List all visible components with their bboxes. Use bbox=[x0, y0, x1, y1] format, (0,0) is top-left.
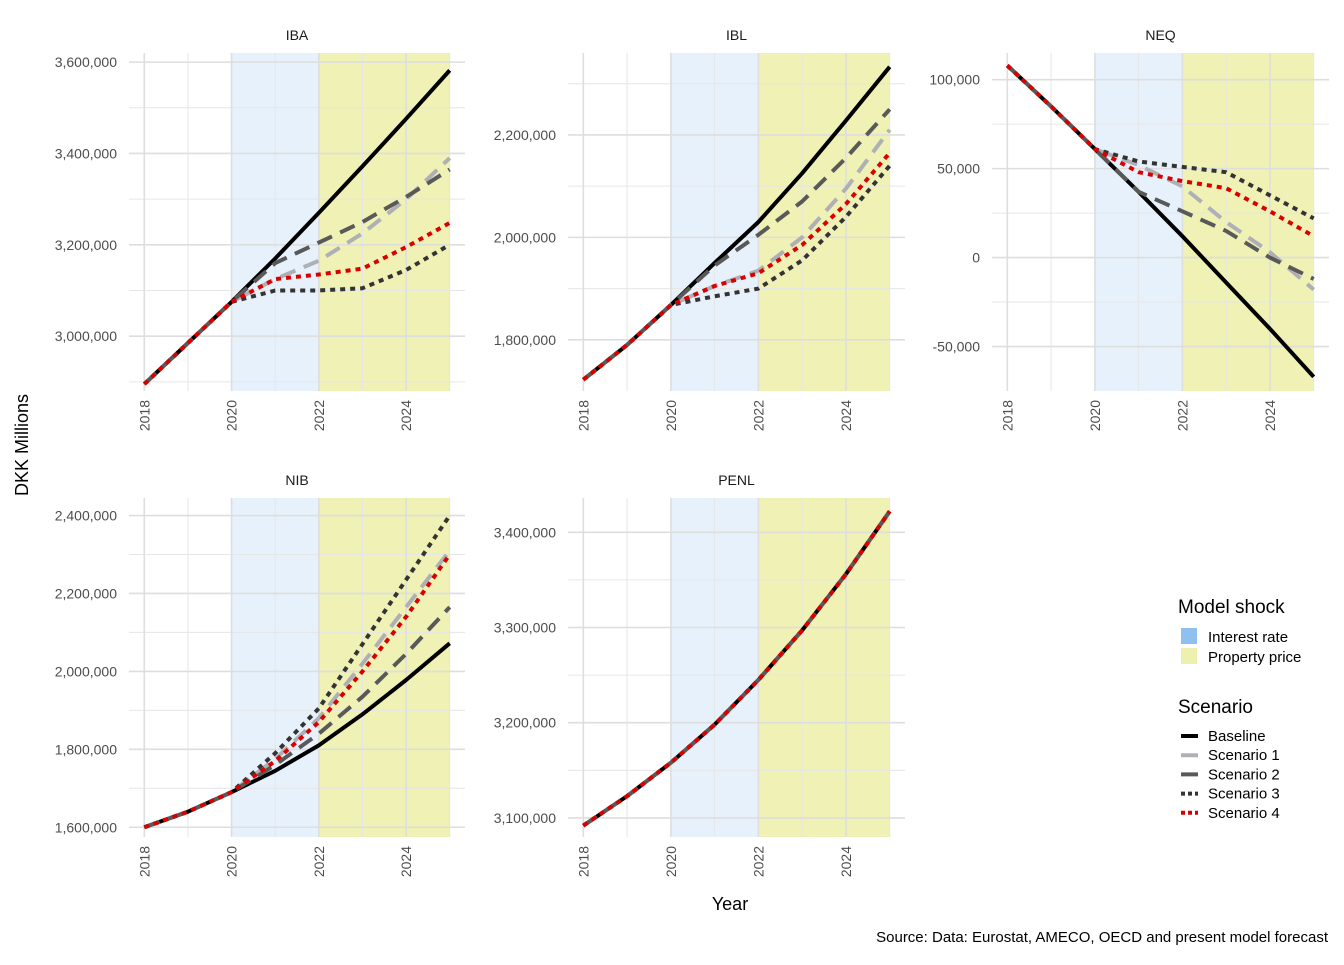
x-axis-title: Year bbox=[712, 894, 748, 914]
source-caption: Source: Data: Eurostat, AMECO, OECD and … bbox=[876, 929, 1329, 946]
shock-band-property-price bbox=[758, 498, 890, 837]
panel-ibl: IBL 1,800,000 2,000,000 2,200,000 2018 2020 20… bbox=[494, 27, 905, 431]
y-tick-label: 2,200,000 bbox=[494, 127, 556, 143]
panel-nib: NIB 1,600,000 1,800,000 2,000,000 2,200,000 2… bbox=[55, 472, 465, 877]
chart-panels: IBA 3,000,000 3,200,000 3,400,000 3,600,000 2… bbox=[55, 27, 1329, 877]
legend-title-scenario: Scenario bbox=[1178, 697, 1253, 718]
legend-label-scenario-4: Scenario 4 bbox=[1208, 805, 1280, 822]
legend-label-scenario-3: Scenario 3 bbox=[1208, 786, 1280, 803]
x-tick-label: 2020 bbox=[663, 846, 679, 877]
y-tick-label: 3,200,000 bbox=[55, 237, 117, 253]
legend-label-interest-rate: Interest rate bbox=[1208, 629, 1288, 646]
legend-title-model-shock: Model shock bbox=[1178, 597, 1285, 618]
x-tick-label: 2020 bbox=[224, 846, 240, 877]
panel-title-iba: IBA bbox=[286, 27, 309, 43]
x-tick-label: 2024 bbox=[838, 846, 854, 877]
series-line-scenario-4 bbox=[582, 151, 892, 382]
y-tick-label: 1,800,000 bbox=[55, 741, 117, 757]
series-line-scenario-4 bbox=[143, 553, 452, 830]
y-tick-label: 100,000 bbox=[929, 72, 980, 88]
shock-band-property-price bbox=[318, 53, 450, 391]
legend-swatch-interest-rate bbox=[1181, 628, 1197, 644]
panel-title-ibl: IBL bbox=[726, 27, 747, 43]
x-tick-label: 2024 bbox=[398, 400, 414, 431]
legend-scenario-entries: Baseline Scenario 1 Scenario 2 Scenario 3 Sc… bbox=[1181, 728, 1280, 822]
x-tick-label: 2018 bbox=[136, 400, 152, 431]
x-tick-label: 2020 bbox=[224, 400, 240, 431]
legend-label-scenario-2: Scenario 2 bbox=[1208, 766, 1280, 783]
y-tick-label: 1,600,000 bbox=[55, 819, 117, 835]
panel-iba: IBA 3,000,000 3,200,000 3,400,000 3,600,000 2… bbox=[55, 27, 465, 431]
y-tick-label: 2,000,000 bbox=[55, 663, 117, 679]
panel-title-penl: PENL bbox=[718, 472, 755, 488]
legend-label-property-price: Property price bbox=[1208, 649, 1301, 666]
y-tick-label: -50,000 bbox=[933, 339, 981, 355]
series-line-scenario-4 bbox=[582, 510, 892, 828]
x-tick-label: 2022 bbox=[1174, 400, 1190, 431]
y-tick-label: 3,300,000 bbox=[494, 620, 556, 636]
x-tick-label: 2022 bbox=[311, 400, 327, 431]
x-tick-label: 2020 bbox=[663, 400, 679, 431]
x-tick-label: 2022 bbox=[750, 846, 766, 877]
series-line-scenario-3 bbox=[142, 243, 451, 386]
y-axis-title: DKK Millions bbox=[12, 394, 32, 496]
x-tick-label: 2018 bbox=[136, 846, 152, 877]
series-line-scenario-2 bbox=[582, 107, 892, 382]
x-tick-label: 2018 bbox=[999, 400, 1015, 431]
x-tick-label: 2022 bbox=[750, 400, 766, 431]
y-tick-label: 3,200,000 bbox=[494, 715, 556, 731]
x-tick-label: 2018 bbox=[575, 400, 591, 431]
x-tick-label: 2020 bbox=[1087, 400, 1103, 431]
series-line-scenario-1 bbox=[142, 156, 452, 386]
series-line-scenario-2 bbox=[142, 167, 451, 386]
y-tick-label: 2,400,000 bbox=[55, 508, 117, 524]
y-tick-label: 2,200,000 bbox=[55, 585, 117, 601]
series-line-scenario-4 bbox=[142, 221, 451, 386]
y-tick-label: 3,000,000 bbox=[55, 328, 117, 344]
legend-shock-entries: Interest rate Property price bbox=[1181, 628, 1301, 666]
y-tick-label: 3,100,000 bbox=[494, 810, 556, 826]
panel-title-neq: NEQ bbox=[1145, 27, 1175, 43]
x-tick-label: 2024 bbox=[398, 846, 414, 877]
y-tick-label: 3,600,000 bbox=[55, 54, 117, 70]
legend-label-scenario-1: Scenario 1 bbox=[1208, 747, 1280, 764]
y-tick-label: 1,800,000 bbox=[494, 332, 556, 348]
y-tick-label: 3,400,000 bbox=[494, 524, 556, 540]
series-line-scenario-3 bbox=[582, 164, 892, 382]
panel-penl: PENL 3,100,000 3,200,000 3,300,000 3,400,000… bbox=[494, 472, 905, 877]
series-line-baseline bbox=[142, 69, 452, 386]
panel-title-nib: NIB bbox=[285, 472, 308, 488]
y-tick-label: 0 bbox=[972, 250, 980, 266]
y-tick-label: 50,000 bbox=[937, 161, 980, 177]
y-tick-label: 2,000,000 bbox=[494, 229, 556, 245]
series-line-scenario-4 bbox=[1005, 64, 1315, 238]
legend-swatch-property-price bbox=[1181, 648, 1197, 664]
x-tick-label: 2018 bbox=[575, 846, 591, 877]
series-line-scenario-2 bbox=[1005, 64, 1315, 281]
y-tick-label: 3,400,000 bbox=[55, 145, 117, 161]
shock-band-property-price bbox=[318, 498, 450, 837]
legend-label-baseline: Baseline bbox=[1208, 728, 1266, 745]
panel-neq: NEQ -50,000 0 50,000 100,000 2018 2020 2022 2024 bbox=[929, 27, 1329, 431]
x-tick-label: 2024 bbox=[1262, 400, 1278, 431]
x-tick-label: 2024 bbox=[838, 400, 854, 431]
x-tick-label: 2022 bbox=[311, 846, 327, 877]
